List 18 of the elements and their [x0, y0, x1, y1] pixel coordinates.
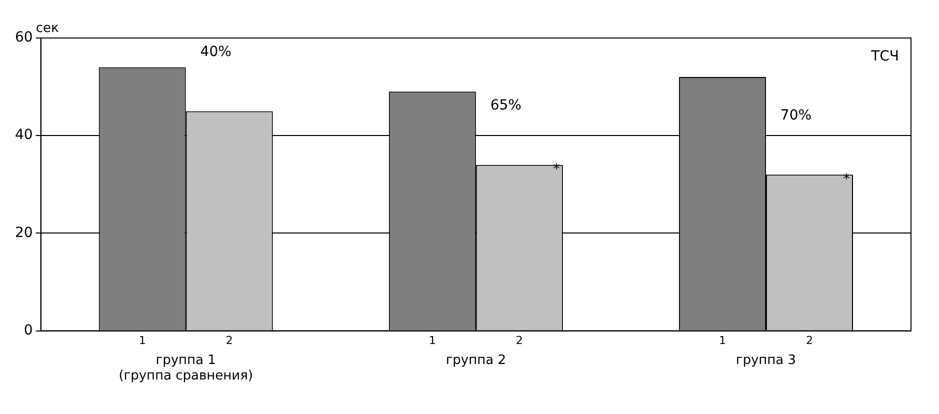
- series-label: 2: [226, 334, 233, 348]
- x-tick-label: группа 3: [736, 352, 796, 368]
- series-label: 1: [138, 334, 146, 348]
- annotation: 65%: [490, 98, 522, 114]
- text: 2: [806, 334, 813, 348]
- y-tick-label: 0: [24, 322, 33, 338]
- y-tick-label: 40: [14, 127, 33, 144]
- text: 1: [718, 334, 726, 348]
- annotation: 40%: [200, 44, 232, 60]
- text: 2: [516, 334, 523, 348]
- y-tick-label: 20: [14, 224, 33, 241]
- annotation: 70%: [780, 107, 812, 124]
- y-tick-label: 60: [14, 30, 33, 46]
- text: 1: [428, 334, 436, 348]
- x-tick-label: группа 1 (группа сравнения): [118, 352, 253, 384]
- annotation: ТСЧ: [870, 48, 899, 65]
- x-tick-label: группа 2: [446, 352, 506, 368]
- y-axis-title: сек: [36, 20, 59, 36]
